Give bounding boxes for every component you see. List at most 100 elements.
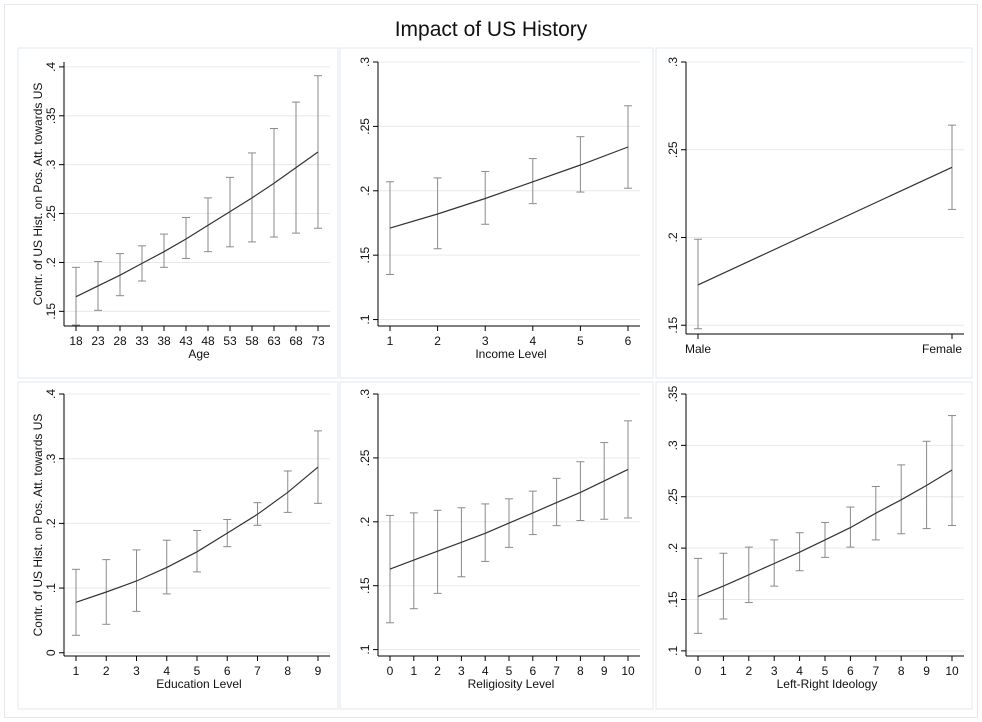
y-tick-label: .25 — [358, 118, 372, 135]
x-tick-label: 63 — [267, 334, 281, 348]
chart-panel-5: .1 .15 .2 .25 .3 0 1 2 3 4 5 6 7 8 9 10 Religiosity Leve… — [339, 381, 654, 710]
x-tick-label: 33 — [135, 334, 149, 348]
x-tick-label: 8 — [898, 664, 905, 678]
x-tick-label: 7 — [254, 664, 261, 678]
x-tick-label: 6 — [224, 664, 231, 678]
x-tick-label: 3 — [771, 664, 778, 678]
y-tick-label: .35 — [666, 385, 680, 402]
y-tick-label: .15 — [358, 577, 372, 594]
x-tick-label: Female — [922, 342, 962, 356]
x-tick-label: 4 — [529, 334, 536, 348]
x-tick-label: 73 — [311, 334, 325, 348]
fitted-line — [75, 466, 319, 603]
x-tick-label: 8 — [284, 664, 291, 678]
y-tick-label: .2 — [358, 185, 372, 195]
fitted-line — [389, 468, 629, 570]
x-axis-title: Religiosity Level — [468, 677, 555, 691]
x-axis-title: Education Level — [156, 677, 241, 691]
fitted-line — [75, 151, 319, 298]
x-axis-title: Income Level — [475, 347, 546, 361]
x-tick-label: 3 — [133, 664, 140, 678]
x-tick-label: 1 — [720, 664, 727, 678]
y-tick-label: 0 — [44, 649, 58, 656]
y-tick-label: .3 — [666, 57, 680, 67]
y-tick-label: .2 — [44, 257, 58, 267]
x-tick-label: 9 — [923, 664, 930, 678]
x-tick-label: 5 — [506, 664, 513, 678]
x-tick-label: 48 — [201, 334, 215, 348]
y-tick-label: .1 — [666, 646, 680, 656]
x-tick-label: 2 — [434, 664, 441, 678]
panel-background — [339, 381, 654, 710]
x-tick-label: 4 — [163, 664, 170, 678]
x-tick-label: 3 — [482, 334, 489, 348]
chart-panel-4: 0 .1 .2 .3 .4 1 2 3 4 5 6 7 8 9 Education Level Contr. … — [17, 381, 339, 710]
x-tick-label: 10 — [945, 664, 959, 678]
x-tick-label: 28 — [113, 334, 127, 348]
y-axis-title: Contr. of US Hist. on Pos. Att. towards … — [31, 414, 45, 637]
x-tick-label: 9 — [315, 664, 322, 678]
fitted-line — [697, 469, 953, 597]
x-tick-label: 9 — [601, 664, 608, 678]
y-tick-label: .3 — [44, 453, 58, 463]
x-tick-label: 3 — [458, 664, 465, 678]
y-tick-label: .3 — [44, 159, 58, 169]
chart-panel-1: .15 .2 .25 .3 .35 .4 18 23 28 33 38 43 48 53 58 63 68 73 A… — [17, 47, 339, 379]
x-tick-label: 1 — [387, 334, 394, 348]
y-tick-label: .4 — [44, 389, 58, 399]
panel-background — [17, 47, 339, 379]
figure-title: Impact of US History — [394, 18, 588, 41]
x-axis-title: Age — [188, 347, 210, 361]
fitted-line — [389, 146, 629, 229]
y-tick-label: .3 — [358, 57, 372, 67]
x-tick-label: 58 — [245, 334, 259, 348]
x-tick-label: 18 — [69, 334, 83, 348]
y-tick-label: .15 — [666, 317, 680, 334]
x-tick-label: 68 — [289, 334, 303, 348]
y-tick-label: .35 — [44, 107, 58, 124]
chart-panel-6: .1 .15 .2 .25 .3 .35 0 1 2 3 4 5 6 7 8 9 10 Left-Right Id… — [655, 381, 973, 710]
y-tick-label: .15 — [358, 247, 372, 264]
y-tick-label: .4 — [44, 62, 58, 72]
x-tick-label: 5 — [577, 334, 584, 348]
x-tick-label: 5 — [822, 664, 829, 678]
y-tick-label: .1 — [358, 314, 372, 324]
x-tick-label: 8 — [577, 664, 584, 678]
x-tick-label: 7 — [553, 664, 560, 678]
outer-frame — [4, 4, 978, 718]
x-tick-label: 6 — [847, 664, 854, 678]
x-tick-label: 2 — [745, 664, 752, 678]
y-tick-label: .25 — [666, 141, 680, 158]
x-tick-label: 5 — [194, 664, 201, 678]
y-tick-label: .2 — [44, 518, 58, 528]
x-tick-label: 1 — [73, 664, 80, 678]
x-tick-label: 10 — [621, 664, 635, 678]
y-tick-label: .2 — [666, 232, 680, 242]
x-tick-label: 4 — [796, 664, 803, 678]
x-tick-label: 0 — [695, 664, 702, 678]
x-tick-label: 6 — [529, 664, 536, 678]
y-tick-label: .3 — [358, 389, 372, 399]
y-tick-label: .3 — [666, 440, 680, 450]
y-tick-label: .1 — [358, 644, 372, 654]
x-tick-label: 23 — [91, 334, 105, 348]
x-axis-title: Left-Right Ideology — [777, 677, 878, 691]
panel-background — [655, 47, 973, 379]
x-tick-label: 4 — [482, 664, 489, 678]
y-tick-label: .2 — [358, 516, 372, 526]
y-axis-title: Contr. of US Hist. on Pos. Att. towards … — [31, 83, 45, 306]
y-tick-label: .25 — [666, 488, 680, 505]
x-tick-label: Male — [685, 342, 711, 356]
panel-background — [339, 47, 654, 379]
x-tick-label: 0 — [387, 664, 394, 678]
chart-panel-3: .15 .2 .25 .3 Male Female — [655, 47, 973, 379]
fitted-line — [697, 166, 953, 286]
y-tick-label: .25 — [44, 205, 58, 222]
x-tick-label: 7 — [872, 664, 879, 678]
x-tick-label: 2 — [434, 334, 441, 348]
x-tick-label: 43 — [179, 334, 193, 348]
y-tick-label: .1 — [44, 583, 58, 593]
y-tick-label: .15 — [44, 303, 58, 320]
